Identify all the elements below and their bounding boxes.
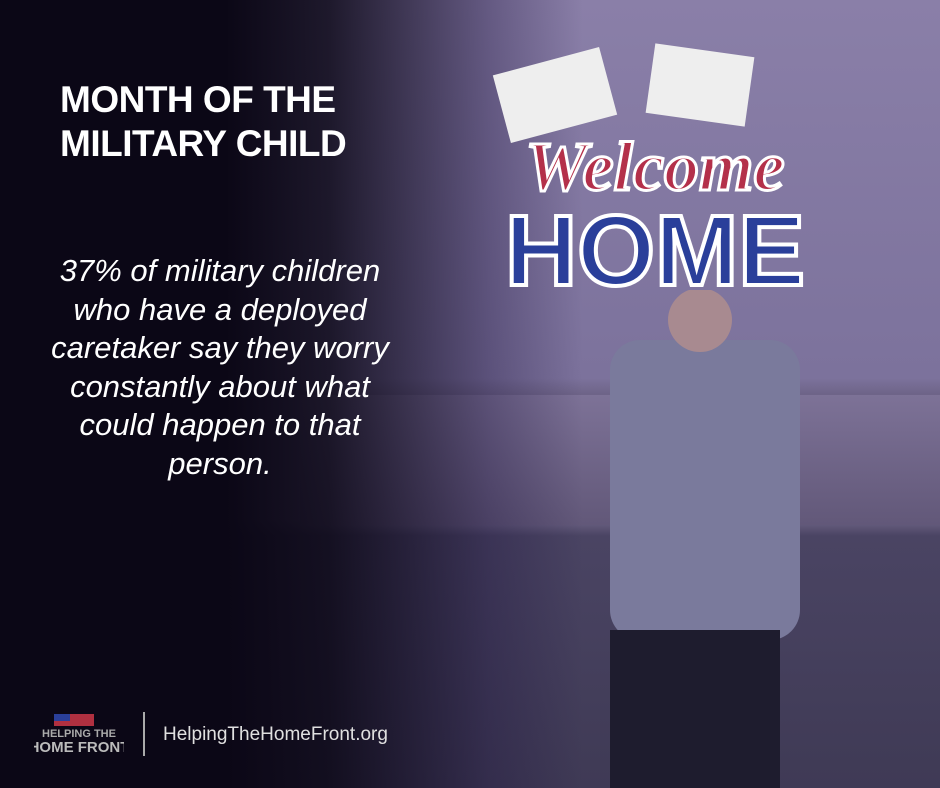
sign-welcome: Welcome	[525, 129, 784, 206]
statistic-quote: 37% of military children who have a depl…	[51, 253, 389, 481]
logo-line-1: HELPING THE	[42, 728, 116, 740]
divider	[143, 712, 145, 756]
child-figure	[610, 290, 800, 788]
sign-home: HOME	[505, 195, 805, 300]
logo-line-2: HOME FRONT	[34, 739, 124, 756]
website-url: HelpingTheHomeFront.org	[163, 724, 388, 745]
headline-line-2: MILITARY CHILD	[60, 123, 347, 164]
welcome-home-sign: Welcome HOME	[492, 43, 807, 300]
helping-the-home-front-logo: HELPING THE HOME FRONT	[34, 714, 124, 756]
headline: MONTH OF THE MILITARY CHILD	[60, 78, 347, 166]
headline-line-1: MONTH OF THE	[60, 79, 336, 120]
